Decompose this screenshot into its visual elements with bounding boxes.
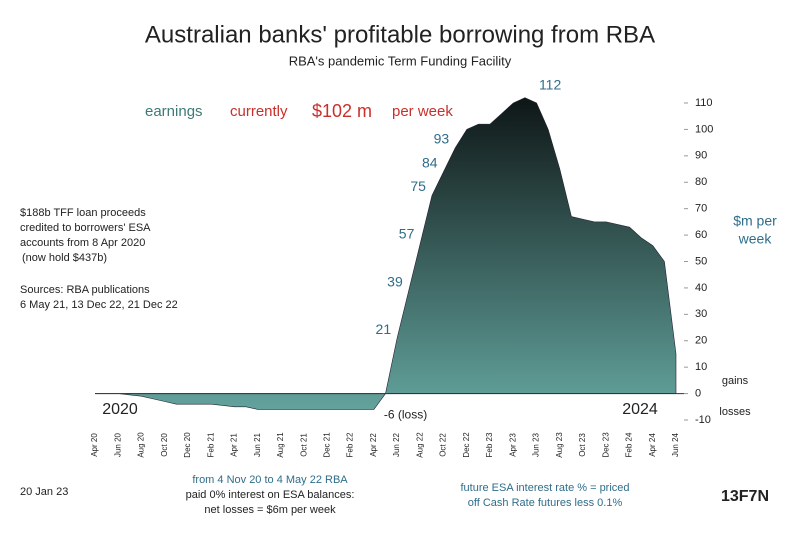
x-tick-label: Aug 22	[415, 432, 424, 458]
note: future ESA interest rate % = priced	[460, 482, 629, 494]
chart-subtitle: RBA's pandemic Term Funding Facility	[289, 53, 512, 68]
x-tick-label: Dec 23	[601, 432, 610, 458]
y-tick-label: 50	[695, 255, 707, 267]
y-tick-label: 10	[695, 361, 707, 373]
note: from 4 Nov 20 to 4 May 22 RBA	[192, 474, 348, 486]
gain-label: gains	[722, 375, 749, 387]
value-label: 75	[410, 178, 426, 194]
x-tick-label: Apr 20	[90, 433, 99, 457]
y-tick-label: 40	[695, 282, 707, 294]
y-tick-label: 70	[695, 203, 707, 215]
axis-label: $m per	[733, 213, 777, 229]
x-tick-label: Oct 22	[439, 433, 448, 457]
y-tick-label: 30	[695, 308, 707, 320]
axis-label: week	[738, 231, 773, 247]
note: paid 0% interest on ESA balances:	[186, 489, 355, 501]
note: (now hold $437b)	[22, 252, 107, 264]
x-tick-label: Apr 22	[369, 433, 378, 457]
x-tick-label: Apr 21	[230, 433, 239, 457]
y-tick-label: 60	[695, 229, 707, 241]
x-tick-label: Feb 22	[346, 432, 355, 457]
x-tick-label: Dec 20	[183, 432, 192, 458]
note: accounts from 8 Apr 2020	[20, 237, 145, 249]
area	[95, 97, 677, 410]
value-label: 21	[376, 321, 392, 337]
x-tick-label: Aug 23	[555, 432, 564, 458]
x-tick-label: Dec 21	[323, 432, 332, 458]
value-label: 57	[399, 226, 415, 242]
x-tick-label: Jun 24	[671, 432, 680, 457]
y-tick-label: 80	[695, 176, 707, 188]
y-tick-label: 0	[695, 387, 701, 399]
y-tick-label: 20	[695, 335, 707, 347]
note: off Cash Rate futures less 0.1%	[468, 497, 623, 509]
x-tick-label: Oct 20	[160, 433, 169, 457]
x-tick-label: Apr 23	[508, 433, 517, 457]
x-tick-label: Aug 20	[137, 432, 146, 458]
headline: $102 m	[312, 101, 372, 121]
x-tick-label: Oct 21	[299, 433, 308, 457]
value-label: 84	[422, 154, 438, 170]
y-tick-label: 90	[695, 150, 707, 162]
y-tick-label: 100	[695, 123, 713, 135]
loss-label: losses	[719, 406, 751, 418]
x-tick-label: Feb 23	[485, 432, 494, 457]
value-label: -6 (loss)	[384, 408, 427, 422]
x-tick-label: Oct 23	[578, 433, 587, 457]
x-tick-label: Aug 21	[276, 432, 285, 458]
logo: 13F7N	[721, 488, 769, 505]
y-tick-label: -10	[695, 414, 711, 426]
x-tick-label: Apr 24	[648, 433, 657, 457]
note: credited to borrowers' ESA	[20, 222, 151, 234]
y-tick-label: 110	[695, 97, 713, 109]
x-tick-label: Jun 23	[532, 432, 541, 457]
headline: currently	[230, 103, 288, 120]
x-tick-label: Jun 20	[113, 432, 122, 457]
value-label: 93	[434, 131, 450, 147]
date: 20 Jan 23	[20, 486, 68, 498]
year-label: 2024	[622, 401, 658, 418]
headline: per week	[392, 103, 453, 120]
chart-title: Australian banks' profitable borrowing f…	[145, 21, 655, 48]
sources: 6 May 21, 13 Dec 22, 21 Dec 22	[20, 299, 178, 311]
headline: earnings	[145, 103, 203, 120]
x-tick-label: Feb 24	[625, 432, 634, 457]
year-label: 2020	[102, 401, 138, 418]
x-tick-label: Jun 22	[392, 432, 401, 457]
x-tick-label: Dec 22	[462, 432, 471, 458]
value-label: 112	[539, 76, 562, 92]
note: net losses = $6m per week	[204, 504, 336, 516]
value-label: 39	[387, 273, 403, 289]
x-tick-label: Jun 21	[253, 432, 262, 457]
x-tick-label: Feb 21	[206, 432, 215, 457]
note: $188b TFF loan proceeds	[20, 207, 146, 219]
sources: Sources: RBA publications	[20, 284, 150, 296]
